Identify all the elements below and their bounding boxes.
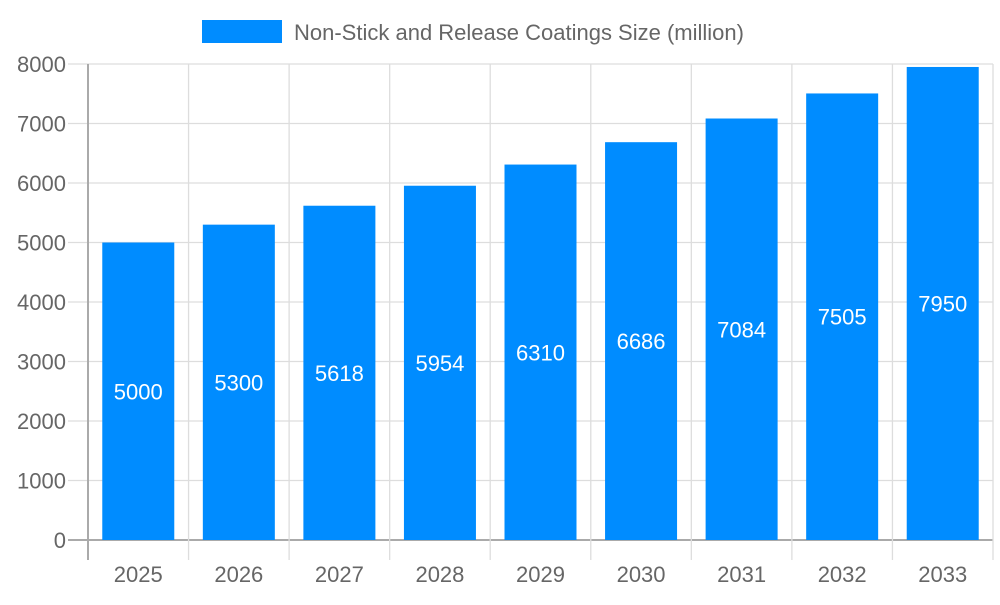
data-label: 6310 (516, 340, 565, 365)
bar (806, 93, 879, 540)
x-tick-label: 2031 (717, 562, 766, 587)
axes: 0 1000 2000 3000 4000 5000 6000 7000 8000 2025 202… (17, 52, 967, 587)
y-tick-label: 8000 (17, 52, 66, 77)
x-tick-label: 2029 (516, 562, 565, 587)
x-tick-label: 2025 (114, 562, 163, 587)
data-label: 6686 (617, 329, 666, 354)
bars: 5000 5300 5618 5954 6310 6686 7084 7505 7950 (102, 66, 979, 541)
x-tick-label: 2033 (918, 562, 967, 587)
y-tick-label: 3000 (17, 350, 66, 375)
legend-label: Non-Stick and Release Coatings Size (mil… (294, 20, 744, 45)
data-label: 7950 (918, 291, 967, 316)
x-tick-label: 2026 (214, 562, 263, 587)
bar (403, 185, 476, 540)
legend[interactable]: Non-Stick and Release Coatings Size (mil… (202, 20, 744, 45)
x-tick-label: 2027 (315, 562, 364, 587)
y-tick-label: 6000 (17, 171, 66, 196)
y-tick-label: 4000 (17, 290, 66, 315)
data-label: 7505 (818, 305, 867, 330)
x-tick-label: 2028 (415, 562, 464, 587)
data-label: 7084 (717, 317, 766, 342)
x-tick-label: 2032 (818, 562, 867, 587)
bar (303, 205, 376, 540)
bar (705, 118, 778, 540)
bar (605, 142, 678, 541)
data-label: 5618 (315, 361, 364, 386)
legend-swatch (202, 20, 282, 43)
bar (202, 224, 275, 540)
bar (102, 242, 175, 540)
bar (504, 164, 577, 540)
y-tick-label: 0 (54, 528, 66, 553)
y-tick-label: 2000 (17, 409, 66, 434)
bar (906, 66, 979, 540)
data-label: 5300 (214, 370, 263, 395)
data-label: 5000 (114, 379, 163, 404)
data-label: 5954 (415, 351, 464, 376)
y-tick-label: 1000 (17, 469, 66, 494)
y-tick-label: 5000 (17, 231, 66, 256)
x-tick-label: 2030 (617, 562, 666, 587)
y-tick-label: 7000 (17, 112, 66, 137)
